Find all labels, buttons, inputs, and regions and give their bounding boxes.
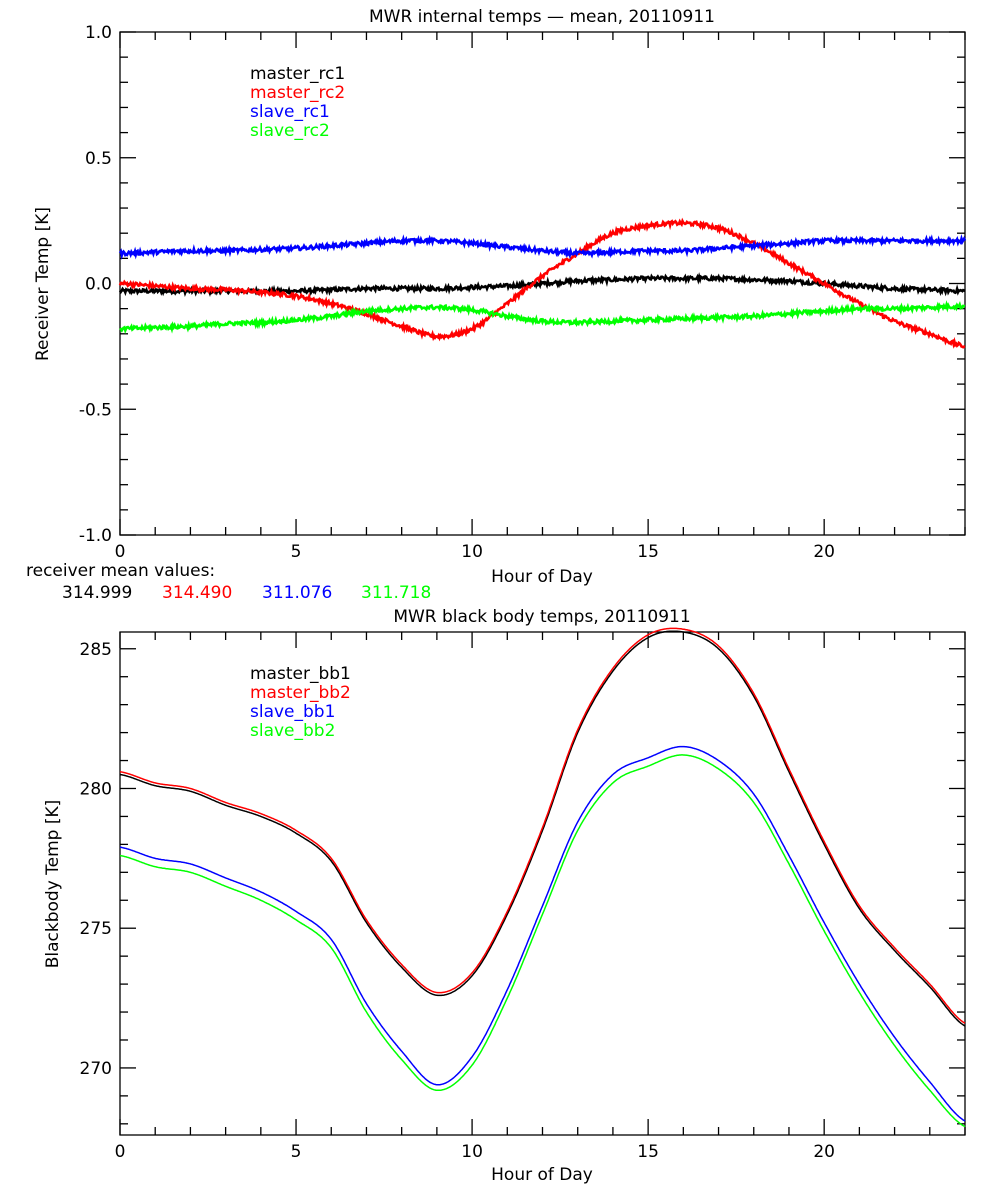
mean-value-slave-rc1: 311.076 xyxy=(262,583,332,603)
x-tick-label: 5 xyxy=(291,1142,302,1162)
y-tick-label: 1.0 xyxy=(85,23,112,43)
y-axis-label: Blackbody Temp [K] xyxy=(43,800,63,969)
series-line-slave-rc2 xyxy=(119,300,966,334)
y-tick-label: -0.5 xyxy=(79,400,112,420)
series-line-slave-bb2 xyxy=(119,754,966,1128)
y-tick-label: 275 xyxy=(80,919,112,939)
legend-slave-rc2: slave_rc2 xyxy=(250,121,330,141)
legend-slave-rc1: slave_rc1 xyxy=(250,102,330,122)
y-tick-label: 270 xyxy=(80,1059,112,1079)
x-tick-label: 10 xyxy=(461,542,483,562)
y-tick-label: 0.0 xyxy=(85,275,112,295)
x-axis-label: Hour of Day xyxy=(491,1165,593,1185)
mean-value-slave-rc2: 311.718 xyxy=(361,583,431,603)
x-tick-label: 15 xyxy=(637,542,659,562)
x-tick-label: 15 xyxy=(637,1142,659,1162)
y-tick-label: 285 xyxy=(80,640,112,660)
y-tick-label: 280 xyxy=(80,779,112,799)
internal-temps-panel: MWR internal temps — mean, 20110911 Hour… xyxy=(26,7,967,603)
legend-master-bb1: master_bb1 xyxy=(250,664,351,684)
y-tick-label: 0.5 xyxy=(85,149,112,169)
x-tick-label: 5 xyxy=(291,542,302,562)
x-tick-label: 0 xyxy=(115,542,126,562)
blackbody-temps-panel: MWR black body temps, 20110911 Hour of D… xyxy=(43,607,966,1185)
x-tick-label: 0 xyxy=(115,1142,126,1162)
chart-title: MWR black body temps, 20110911 xyxy=(393,607,690,627)
series-line-master-bb1 xyxy=(119,630,966,1027)
x-tick-label: 20 xyxy=(813,542,835,562)
legend-master-bb2: master_bb2 xyxy=(250,683,351,703)
series-line-slave-bb1 xyxy=(119,745,966,1122)
y-axis-label: Receiver Temp [K] xyxy=(33,207,53,361)
legend-master-rc2: master_rc2 xyxy=(250,83,345,103)
mean-values-label: receiver mean values: xyxy=(26,561,215,581)
mean-value-master-rc1: 314.999 xyxy=(62,583,132,603)
x-tick-label: 20 xyxy=(813,1142,835,1162)
series-line-slave-rc1 xyxy=(118,234,967,260)
series-line-master-rc2 xyxy=(118,217,966,349)
legend-slave-bb1: slave_bb1 xyxy=(250,702,335,722)
y-tick-label: -1.0 xyxy=(79,526,112,546)
x-tick-label: 10 xyxy=(461,1142,483,1162)
legend-master-rc1: master_rc1 xyxy=(250,64,345,84)
plot-frame xyxy=(119,631,966,1136)
mean-value-master-rc2: 314.490 xyxy=(162,583,232,603)
legend-slave-bb2: slave_bb2 xyxy=(250,721,335,741)
series-line-master-bb2 xyxy=(119,627,966,1024)
chart-title: MWR internal temps — mean, 20110911 xyxy=(369,7,715,27)
x-axis-label: Hour of Day xyxy=(491,567,593,587)
